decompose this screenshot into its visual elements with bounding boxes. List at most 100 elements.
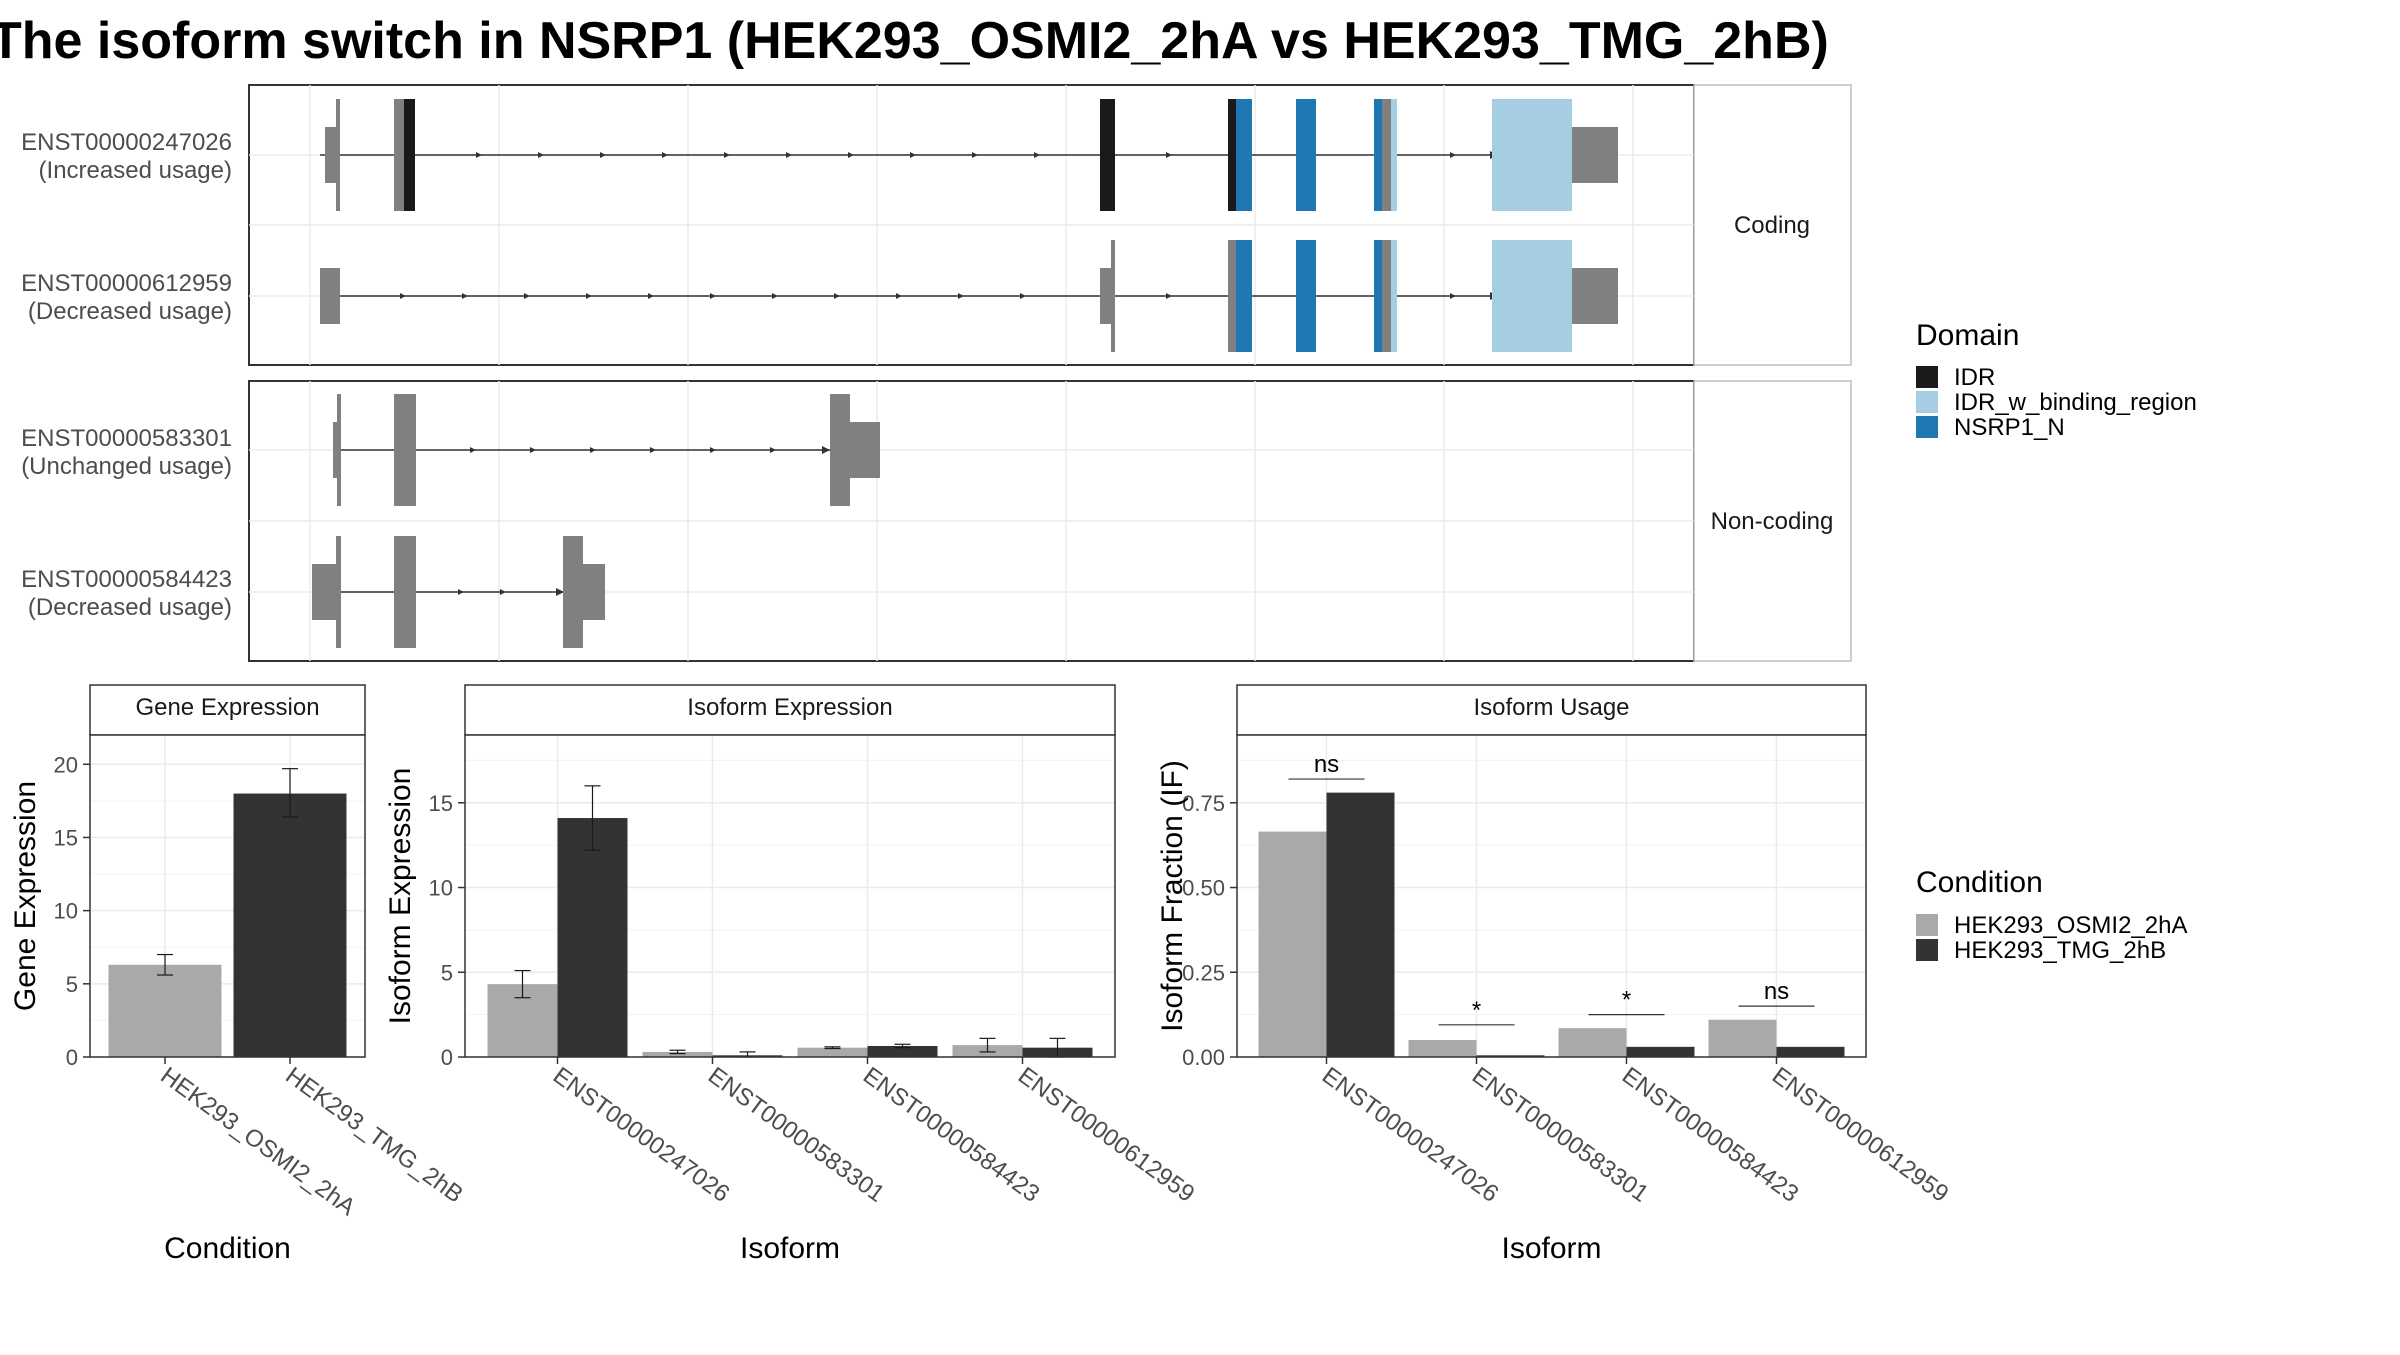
- significance-label: *: [1472, 997, 1481, 1024]
- bar: [1626, 1046, 1695, 1057]
- intron-arrows: [470, 446, 830, 454]
- domain-nsrp1-n: [1296, 99, 1316, 211]
- isoform-label-id: ENST00000584423: [21, 566, 232, 593]
- isoform-label-usage: (Increased usage): [39, 157, 232, 184]
- exon: [563, 536, 583, 648]
- exon-utr: [583, 564, 605, 620]
- exon-utr: [850, 422, 880, 478]
- domain-nsrp1-n: [1374, 240, 1382, 352]
- legend-label: IDR: [1954, 364, 1995, 391]
- bar: [233, 793, 347, 1057]
- x-axis-title: Isoform: [740, 1232, 840, 1265]
- domain-idr-binding: [1391, 99, 1397, 211]
- bar: [1476, 1055, 1545, 1057]
- legend-condition: Condition HEK293_OSMI2_2hA HEK293_TMG_2h…: [1916, 866, 2187, 964]
- y-tick-label: 0.50: [1182, 876, 1225, 901]
- legend-domain-title: Domain: [1916, 319, 2019, 352]
- exon: [394, 99, 404, 211]
- y-axis-title: Gene Expression: [9, 781, 42, 1011]
- domain-idr: [1100, 99, 1115, 211]
- domain-nsrp1-n: [1236, 99, 1252, 211]
- exon-utr: [1572, 268, 1618, 324]
- exon-utr: [333, 422, 338, 478]
- y-tick-label: 0.00: [1182, 1045, 1225, 1070]
- y-tick-label: 15: [54, 825, 78, 850]
- legend-swatch-idr-binding: [1916, 391, 1938, 413]
- transcript-model: [320, 240, 1618, 352]
- exon: [1382, 240, 1391, 352]
- significance-label: ns: [1314, 751, 1339, 778]
- isoform-label-usage: (Decreased usage): [28, 594, 232, 621]
- exon-utr: [1100, 268, 1112, 324]
- x-axis-title: Isoform: [1501, 1232, 1601, 1265]
- y-tick-label: 0.25: [1182, 960, 1225, 985]
- bar: [867, 1045, 938, 1057]
- legend-swatch-idr: [1916, 366, 1938, 388]
- exon: [1111, 240, 1115, 352]
- exon-utr: [320, 268, 340, 324]
- panel-border: [89, 734, 366, 1058]
- chart-title: The isoform switch in NSRP1 (HEK293_OSMI…: [0, 12, 1829, 70]
- legend-label: HEK293_TMG_2hB: [1954, 937, 2166, 964]
- y-tick-label: 5: [66, 972, 78, 997]
- panel-border: [464, 734, 1116, 1058]
- y-tick-label: 5: [441, 960, 453, 985]
- intron-arrows: [458, 588, 564, 596]
- legend-label: NSRP1_N: [1954, 414, 2065, 441]
- exon: [337, 394, 341, 506]
- strip-label: Isoform Usage: [1473, 694, 1629, 721]
- y-tick-label: 10: [429, 876, 453, 901]
- domain-idr-binding: [1391, 240, 1397, 352]
- legend-swatch-osmi2: [1916, 914, 1938, 936]
- panel-isoform-expression: Isoform Expression051015ENST00000247026E…: [384, 684, 1199, 1265]
- isoform-label-usage: (Unchanged usage): [21, 453, 232, 480]
- y-tick-label: 10: [54, 899, 78, 924]
- exon: [830, 394, 850, 506]
- isoform-label-usage: (Decreased usage): [28, 298, 232, 325]
- y-axis-title: Isoform Expression: [384, 768, 417, 1025]
- bar: [797, 1047, 868, 1057]
- structure-noncoding-panel: Non-coding: [248, 380, 1852, 662]
- exon-utr: [312, 564, 337, 620]
- exon: [1228, 240, 1236, 352]
- x-axis-title: Condition: [164, 1232, 291, 1265]
- domain-idr: [1228, 99, 1236, 211]
- exon: [1382, 99, 1391, 211]
- isoform-label-id: ENST00000612959: [21, 270, 232, 297]
- group-label-coding: Coding: [1734, 212, 1810, 239]
- strip-background: [464, 684, 1116, 736]
- legend-swatch-tmg: [1916, 939, 1938, 961]
- bar: [1776, 1046, 1845, 1057]
- bar: [108, 964, 222, 1057]
- exon-utr: [1572, 127, 1618, 183]
- bar: [642, 1051, 713, 1057]
- bar: [1558, 1028, 1627, 1057]
- y-tick-label: 20: [54, 752, 78, 777]
- domain-idr-binding: [1492, 240, 1572, 352]
- legend-label: HEK293_OSMI2_2hA: [1954, 912, 2187, 939]
- isoform-labels: ENST00000247026 (Increased usage) ENST00…: [21, 129, 232, 621]
- isoform-label-id: ENST00000247026: [21, 129, 232, 156]
- exon: [394, 536, 416, 648]
- legend-domain: Domain IDR IDR_w_binding_region NSRP1_N: [1916, 319, 2197, 441]
- domain-nsrp1-n: [1296, 240, 1316, 352]
- strip-label: Gene Expression: [135, 694, 319, 721]
- intron-arrows: [400, 292, 1498, 300]
- strip-background: [89, 684, 366, 736]
- y-tick-label: 0: [66, 1045, 78, 1070]
- strip-label: Isoform Expression: [687, 694, 892, 721]
- bar-panels: Gene Expression05101520HEK293_OSMI2_2hAH…: [9, 684, 1953, 1265]
- y-tick-label: 0: [441, 1045, 453, 1070]
- group-label-noncoding: Non-coding: [1711, 508, 1834, 535]
- y-tick-label: 0.75: [1182, 791, 1225, 816]
- panel-border: [1236, 734, 1867, 1058]
- bar: [1408, 1040, 1477, 1057]
- significance-label: ns: [1764, 978, 1789, 1005]
- domain-nsrp1-n: [1374, 99, 1382, 211]
- bar: [1708, 1019, 1777, 1057]
- legend-label: IDR_w_binding_region: [1954, 389, 2197, 416]
- bar: [557, 818, 628, 1057]
- domain-idr: [404, 99, 415, 211]
